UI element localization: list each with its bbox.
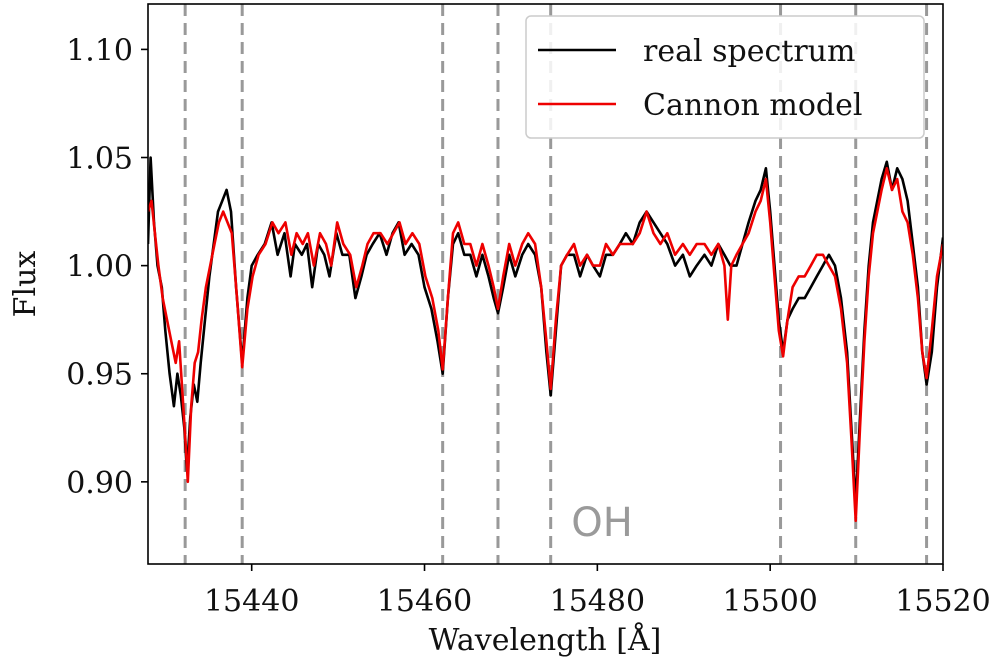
y-axis-ticks: 0.90 0.95 1.00 1.05 1.10 <box>66 33 148 501</box>
series-line-cannon-model <box>148 167 943 523</box>
x-tick-label: 15480 <box>550 584 645 619</box>
legend: real spectrum Cannon model <box>525 15 925 139</box>
y-tick-label: 0.90 <box>66 466 133 501</box>
x-tick-label: 15460 <box>377 584 472 619</box>
legend-box <box>525 15 925 139</box>
x-axis-ticks: 15440 15460 15480 15500 15520 <box>204 564 991 619</box>
y-tick-label: 1.05 <box>66 142 133 177</box>
legend-label-cannon: Cannon model <box>643 88 862 123</box>
x-tick-label: 15440 <box>204 584 299 619</box>
x-tick-label: 15520 <box>895 584 990 619</box>
x-axis-label: Wavelength [Å] <box>429 622 662 658</box>
plot-frame <box>147 3 944 565</box>
y-tick-label: 1.00 <box>66 250 133 285</box>
y-tick-label: 1.10 <box>66 33 133 68</box>
y-tick-label: 0.95 <box>66 358 133 393</box>
oh-line-markers <box>183 4 929 564</box>
series-layer <box>148 156 943 523</box>
y-axis-label: Flux <box>8 251 43 318</box>
x-tick-label: 15500 <box>722 584 817 619</box>
oh-annotation: OH <box>571 500 633 546</box>
legend-label-real: real spectrum <box>643 34 855 69</box>
